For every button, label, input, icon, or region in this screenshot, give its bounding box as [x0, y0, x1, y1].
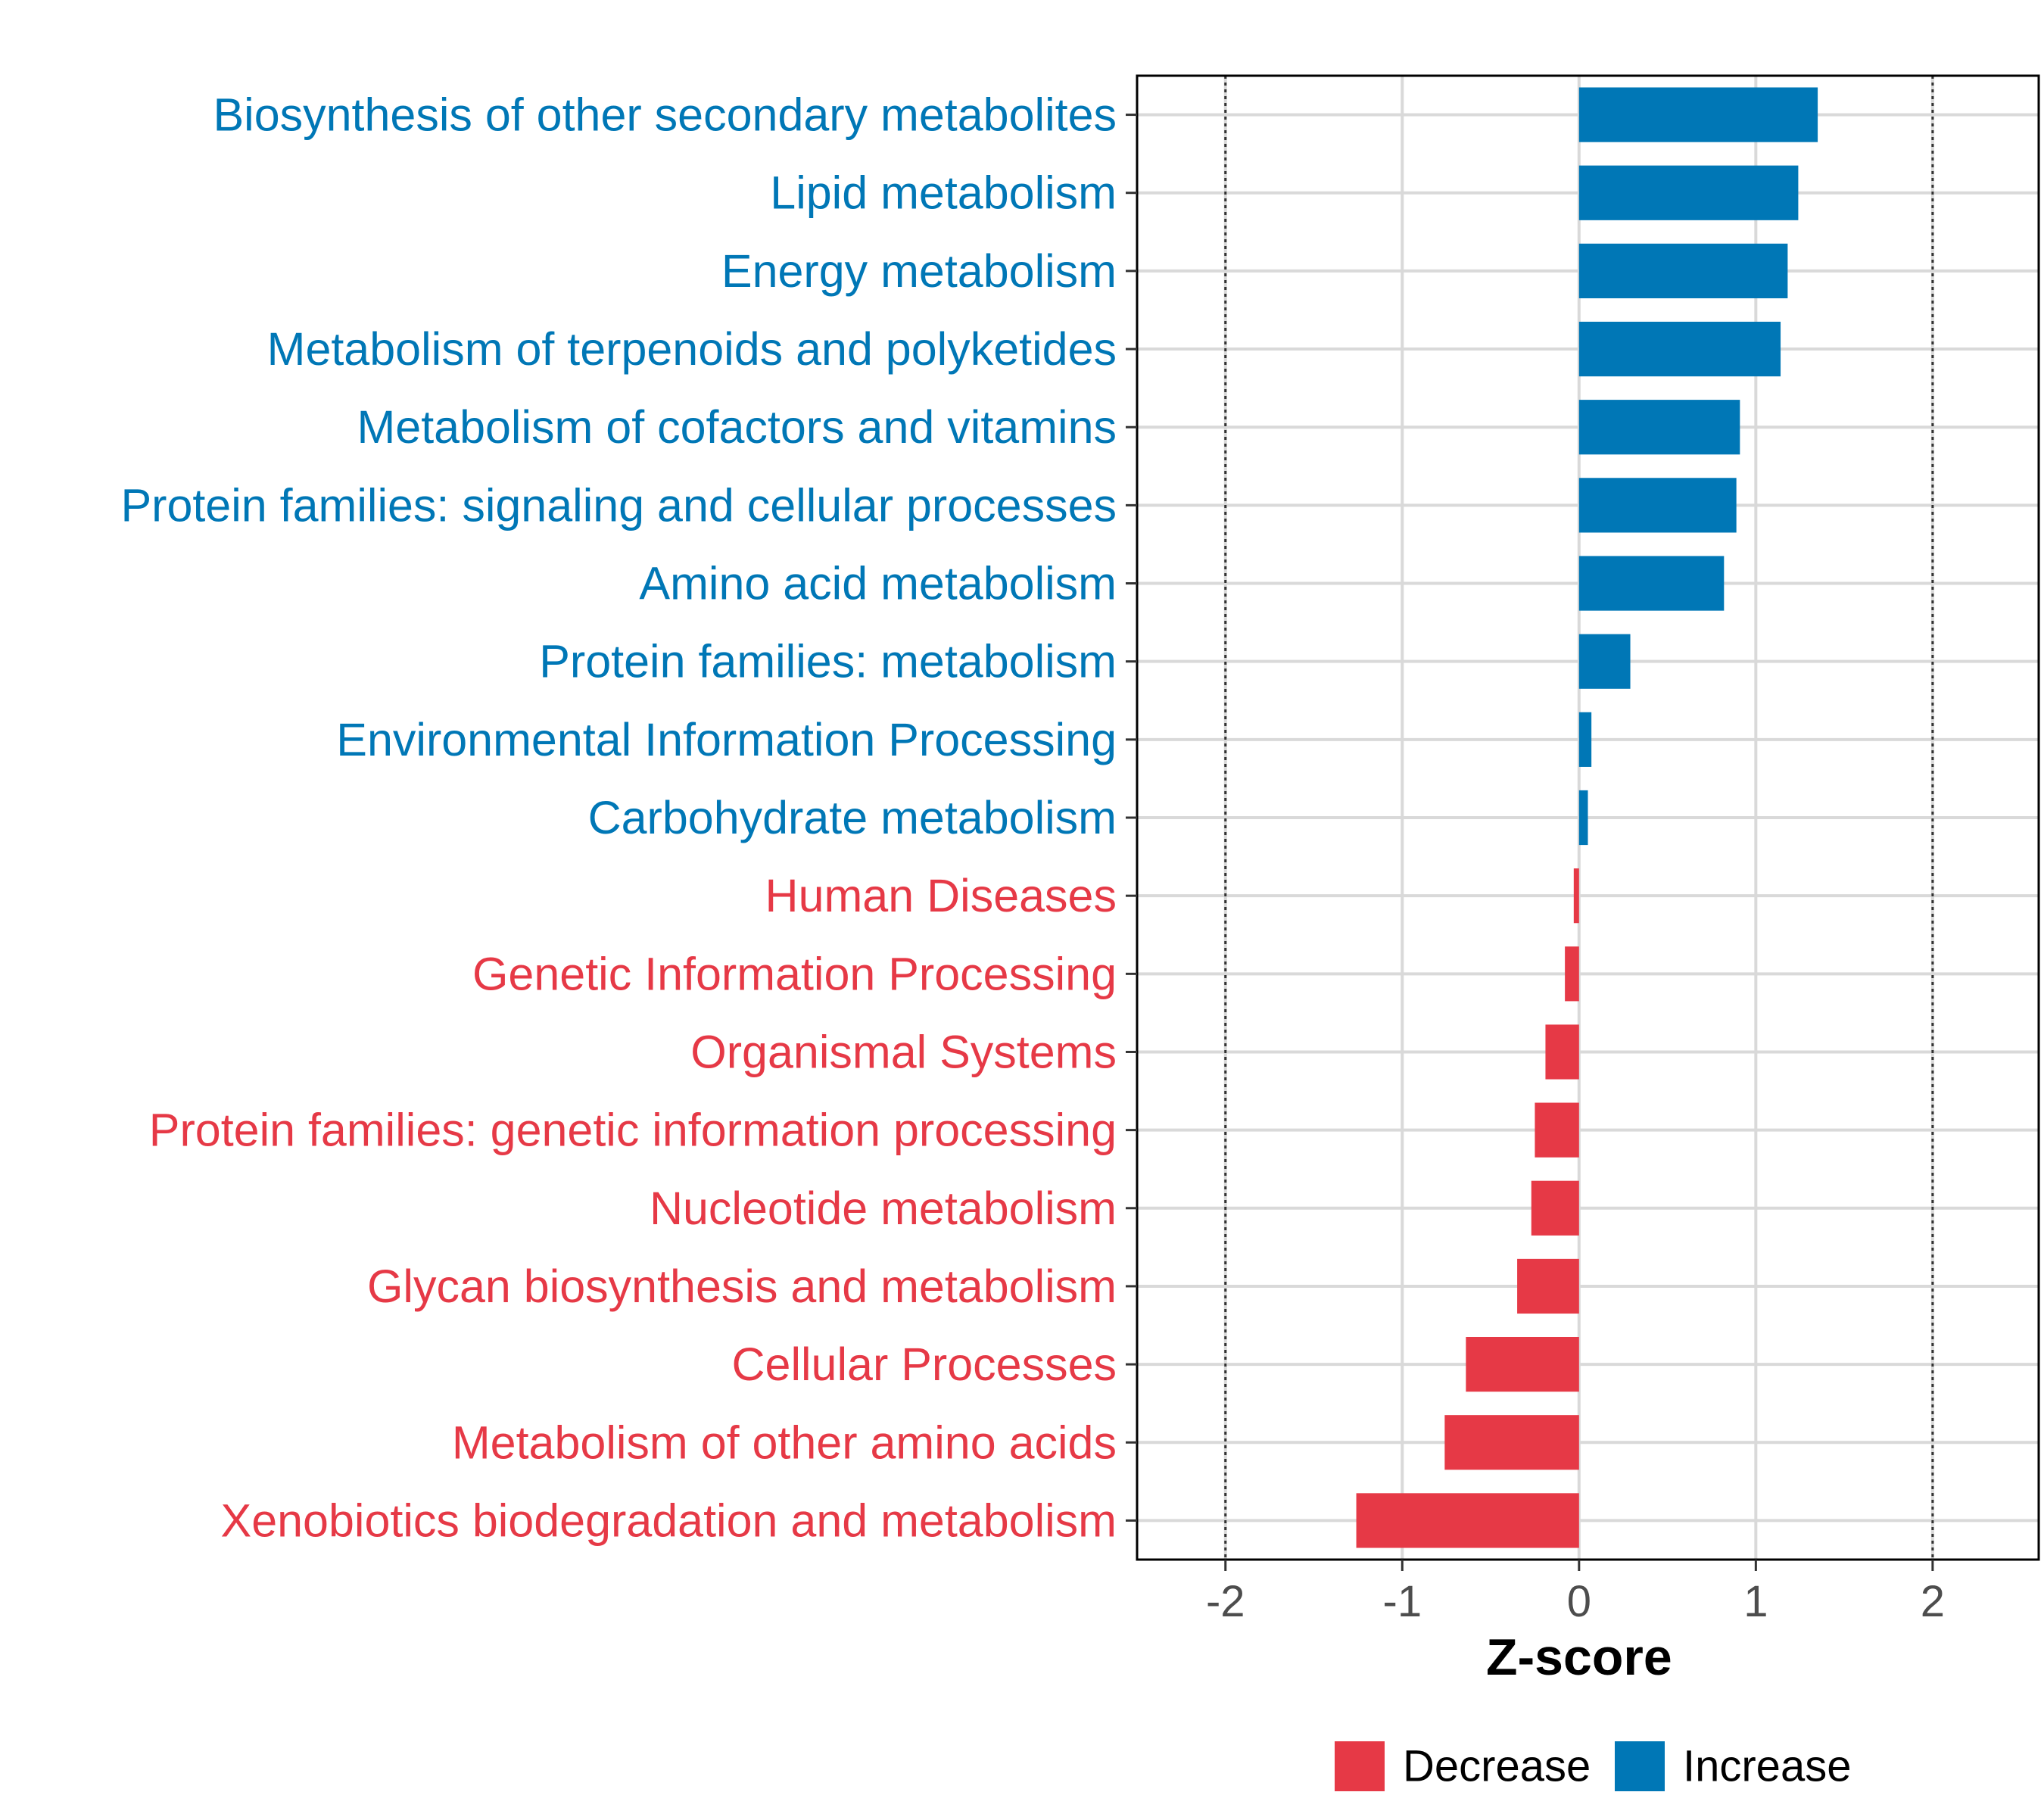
- bar: [1517, 1258, 1579, 1314]
- x-tick-label: -1: [1383, 1577, 1422, 1626]
- legend-label-decrease: Decrease: [1403, 1742, 1591, 1791]
- bar: [1578, 790, 1588, 846]
- category-label: Metabolism of terpenoids and polyketides: [267, 323, 1117, 375]
- bar: [1565, 946, 1579, 1002]
- category-label: Amino acid metabolism: [639, 558, 1117, 609]
- category-label: Carbohydrate metabolism: [588, 792, 1117, 843]
- bar: [1356, 1493, 1579, 1548]
- x-axis-ticks: -2 -1 0 1 2: [1206, 1560, 1945, 1626]
- bar: [1466, 1337, 1579, 1392]
- category-label: Genetic Information Processing: [472, 948, 1117, 999]
- legend-key-increase: [1615, 1741, 1665, 1791]
- category-label: Organismal Systems: [690, 1026, 1117, 1077]
- bar: [1578, 556, 1725, 611]
- category-label: Glycan biosynthesis and metabolism: [367, 1261, 1117, 1312]
- bar: [1578, 87, 1818, 142]
- category-labels: Biosynthesis of other secondary metaboli…: [120, 89, 1117, 1547]
- category-label: Metabolism of other amino acids: [452, 1417, 1117, 1468]
- x-axis-title: Z-score: [1486, 1628, 1672, 1686]
- bar: [1578, 321, 1781, 377]
- y-axis-ticks: [1126, 114, 1137, 1522]
- x-tick-label: 0: [1567, 1577, 1591, 1626]
- x-tick-label: 1: [1743, 1577, 1768, 1626]
- legend: Decrease Increase: [1335, 1741, 1851, 1791]
- x-tick-label: 2: [1921, 1577, 1945, 1626]
- bar: [1578, 165, 1799, 220]
- bar: [1573, 868, 1579, 924]
- x-tick-label: -2: [1206, 1577, 1245, 1626]
- category-label: Protein families: genetic information pr…: [149, 1105, 1117, 1156]
- legend-label-increase: Increase: [1683, 1742, 1851, 1791]
- category-label: Human Diseases: [765, 870, 1117, 921]
- bar: [1531, 1180, 1579, 1236]
- bar: [1545, 1024, 1579, 1080]
- bar: [1578, 712, 1592, 767]
- category-label: Environmental Information Processing: [336, 714, 1117, 765]
- bar: [1578, 634, 1631, 689]
- bar: [1444, 1415, 1579, 1470]
- reference-lines: [1224, 76, 1934, 1560]
- legend-key-decrease: [1335, 1741, 1385, 1791]
- category-label: Protein families: signaling and cellular…: [120, 479, 1117, 531]
- category-label: Xenobiotics biodegradation and metabolis…: [221, 1494, 1117, 1546]
- category-label: Nucleotide metabolism: [650, 1183, 1117, 1234]
- bars: [1356, 87, 1818, 1548]
- bar: [1578, 478, 1737, 533]
- bar: [1578, 400, 1740, 455]
- category-label: Protein families: metabolism: [539, 636, 1117, 687]
- category-label: Metabolism of cofactors and vitamins: [357, 401, 1117, 453]
- category-label: Biosynthesis of other secondary metaboli…: [213, 89, 1117, 141]
- bar: [1578, 243, 1788, 298]
- bar: [1535, 1102, 1579, 1158]
- category-label: Cellular Processes: [731, 1339, 1117, 1390]
- category-label: Lipid metabolism: [770, 167, 1117, 219]
- category-label: Energy metabolism: [721, 245, 1117, 297]
